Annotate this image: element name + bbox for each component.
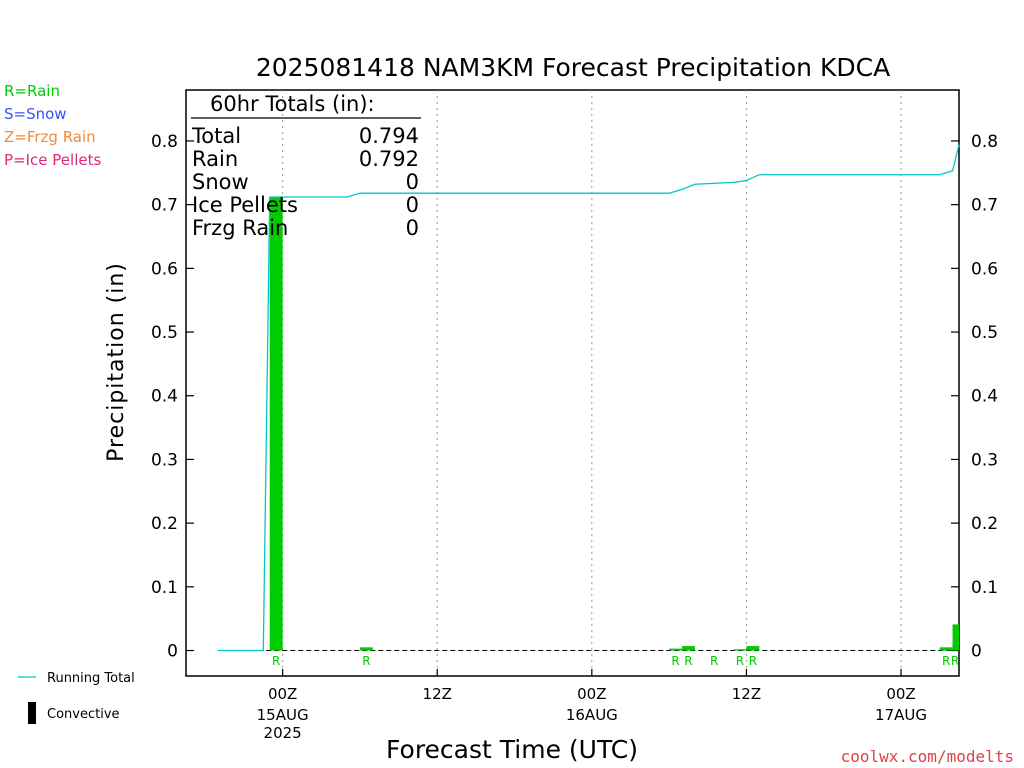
y-tick-label-right: 0.3 bbox=[971, 450, 998, 470]
bars bbox=[269, 197, 959, 651]
x-tick-label: 00Z bbox=[577, 685, 606, 703]
y-tick-label-left: 0.8 bbox=[151, 132, 178, 152]
credit-text: coolwx.com/modelts bbox=[841, 747, 1014, 766]
y-tick-label-right: 0.6 bbox=[971, 259, 998, 279]
ptype-mark: R bbox=[671, 654, 679, 668]
y-tick-label-right: 0.7 bbox=[971, 196, 998, 216]
x-tick-label: 00Z bbox=[268, 685, 297, 703]
rain-bar bbox=[682, 646, 695, 651]
totals-box: 60hr Totals (in): Total 0.794 Rain 0.792 Snow… bbox=[191, 92, 421, 240]
totals-row-label: Total bbox=[191, 124, 241, 148]
x-tick-date: 17AUG bbox=[875, 706, 927, 724]
ptype-legend-item: Z=Frzg Rain bbox=[4, 128, 96, 146]
running-total-layer bbox=[218, 144, 960, 652]
y-tick-label-right: 0.8 bbox=[971, 132, 998, 152]
bottom-legend-label: Convective bbox=[47, 707, 120, 722]
y-tick-label-left: 0.3 bbox=[151, 450, 178, 470]
totals-row-label: Rain bbox=[192, 147, 238, 171]
x-tick-label: 00Z bbox=[886, 685, 915, 703]
bottom-legend: Running Total Convective bbox=[18, 671, 135, 724]
y-tick-label-right: 0.5 bbox=[971, 323, 998, 343]
rain-bar bbox=[746, 646, 760, 651]
y-tick-label-left: 0.5 bbox=[151, 323, 178, 343]
ptype-mark: R bbox=[272, 654, 280, 668]
totals-header: 60hr Totals (in): bbox=[210, 92, 375, 116]
ptype-legend-item: P=Ice Pellets bbox=[4, 151, 101, 169]
plot-frame bbox=[185, 89, 960, 677]
y-tick-label-left: 0.1 bbox=[151, 578, 178, 598]
ptype-legend: R=Rain S=Snow Z=Frzg Rain P=Ice Pellets bbox=[4, 82, 101, 169]
legend-bar-swatch bbox=[28, 702, 36, 724]
ptype-legend-item: R=Rain bbox=[4, 82, 60, 100]
rain-bar bbox=[733, 649, 747, 651]
y-tick-label-left: 0.2 bbox=[151, 514, 178, 534]
rain-bar bbox=[359, 647, 373, 651]
x-tick-date: 15AUG bbox=[257, 706, 309, 724]
y-tick-label-left: 0.4 bbox=[151, 387, 178, 407]
ptype-mark: R bbox=[749, 654, 757, 668]
totals-row-label: Snow bbox=[192, 170, 249, 194]
totals-row-label: Ice Pellets bbox=[192, 193, 298, 217]
y-axis: 0 00.1 0.10.2 0.20.3 0.30.4 0.40.5 0.50.6 0.60.… bbox=[151, 132, 998, 662]
totals-row-value: 0 bbox=[406, 216, 419, 240]
totals-row-value: 0 bbox=[406, 170, 419, 194]
rain-bar bbox=[952, 624, 959, 651]
ptype-mark: R bbox=[736, 654, 744, 668]
y-tick-label-right: 0.1 bbox=[971, 578, 998, 598]
ptype-mark: R bbox=[951, 654, 959, 668]
bottom-legend-label: Running Total bbox=[47, 671, 135, 686]
y-tick-label-left: 0 bbox=[167, 642, 178, 662]
chart-title: 2025081418 NAM3KM Forecast Precipitation… bbox=[256, 53, 890, 82]
y-tick-label-right: 0.2 bbox=[971, 514, 998, 534]
y-tick-label-left: 0.7 bbox=[151, 196, 178, 216]
ptype-mark: R bbox=[710, 654, 718, 668]
x-tick-year: 2025 bbox=[264, 724, 302, 742]
y-tick-label-right: 0.4 bbox=[971, 387, 998, 407]
rain-bar bbox=[269, 197, 283, 651]
x-tick-date: 16AUG bbox=[566, 706, 618, 724]
y-tick-label-left: 0.6 bbox=[151, 259, 178, 279]
y-tick-label-right: 0 bbox=[971, 642, 982, 662]
totals-row-value: 0 bbox=[406, 193, 419, 217]
totals-row-label: Frzg Rain bbox=[192, 216, 288, 240]
running-total-line bbox=[218, 144, 960, 652]
x-axis-label: Forecast Time (UTC) bbox=[386, 735, 638, 764]
y-axis-label: Precipitation (in) bbox=[104, 262, 129, 462]
rain-bar bbox=[669, 648, 683, 651]
totals-row-value: 0.794 bbox=[359, 124, 419, 148]
x-tick-label: 12Z bbox=[732, 685, 761, 703]
x-tick-label: 12Z bbox=[423, 685, 452, 703]
grid bbox=[218, 90, 959, 676]
ptype-legend-item: S=Snow bbox=[4, 105, 67, 123]
ptype-mark: R bbox=[684, 654, 692, 668]
totals-row-value: 0.792 bbox=[359, 147, 419, 171]
ptype-mark: R bbox=[362, 654, 370, 668]
rain-bar bbox=[939, 647, 953, 651]
ptype-mark: R bbox=[942, 654, 950, 668]
